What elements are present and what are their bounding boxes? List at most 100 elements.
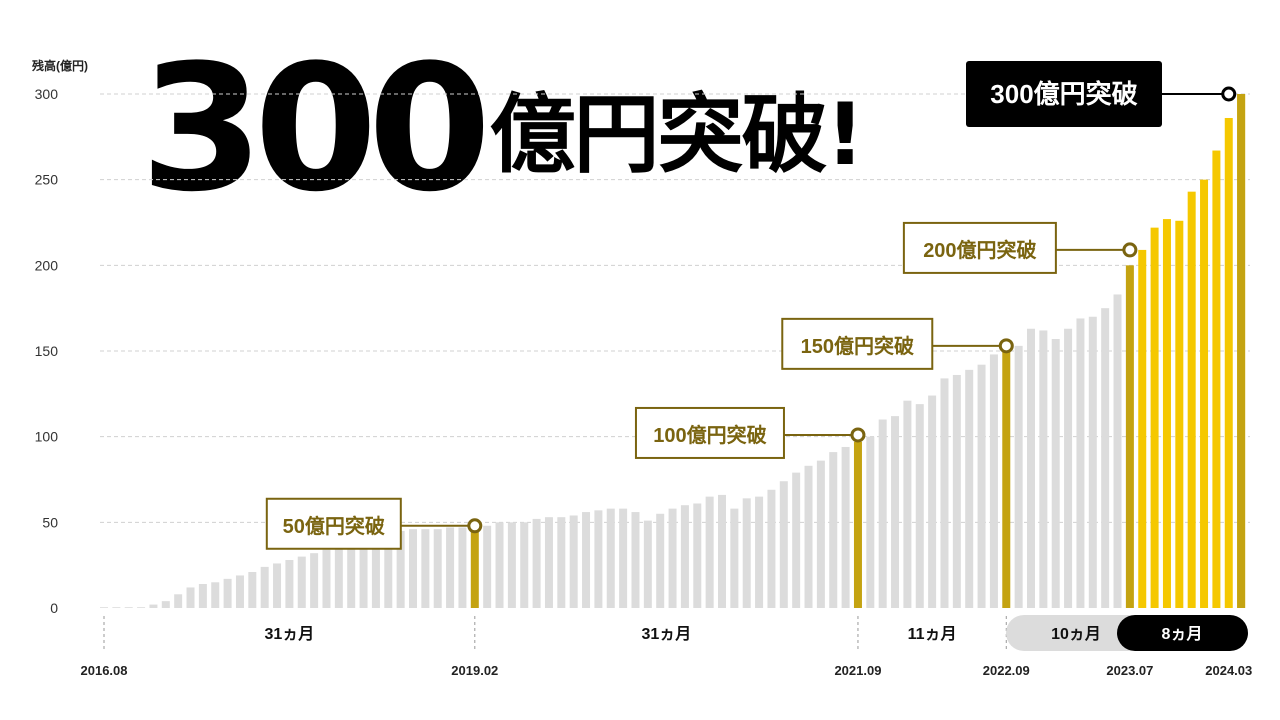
bar [829, 452, 838, 608]
bar [755, 496, 764, 608]
milestone-marker [467, 518, 483, 534]
bar [507, 522, 516, 608]
date-label: 2022.09 [983, 663, 1030, 678]
bar [619, 508, 628, 608]
date-label: 2016.08 [81, 663, 128, 678]
bar [643, 520, 652, 608]
y-tick-50: 50 [42, 514, 58, 530]
bar [680, 505, 689, 608]
bar [656, 513, 665, 608]
bar [260, 566, 269, 608]
headline-number: 300 [140, 27, 492, 230]
interval-label: 11ヵ月 [908, 625, 957, 643]
bar [767, 489, 776, 608]
callout-label: 150億円突破 [801, 334, 914, 358]
bar [186, 587, 195, 608]
bar [532, 518, 541, 608]
milestone-marker [850, 427, 866, 443]
interval-pill-gray [1006, 615, 1146, 651]
bar [1125, 265, 1134, 608]
y-tick-100: 100 [35, 429, 59, 445]
date-label: 2023.07 [1106, 663, 1153, 678]
bar [915, 404, 924, 608]
bar [223, 578, 232, 608]
bar [742, 498, 751, 608]
bar [433, 529, 442, 608]
bar [310, 553, 319, 608]
interval-label: 31ヵ月 [641, 625, 691, 643]
interval-label: 31ヵ月 [264, 625, 314, 643]
bar [235, 575, 244, 608]
bar [359, 539, 368, 608]
callout-label: 100億円突破 [653, 423, 766, 447]
bar [631, 512, 640, 608]
bar [174, 594, 183, 608]
headline: 300億円突破! [140, 27, 865, 230]
headline-text: 億円突破! [489, 85, 865, 185]
bar [347, 542, 356, 608]
callout-box [634, 406, 785, 459]
bar [705, 496, 714, 608]
bar [161, 601, 170, 608]
y-tick-150: 150 [35, 343, 59, 359]
bar [371, 536, 380, 608]
callout-box [781, 317, 934, 370]
bar [520, 522, 529, 608]
bar-final [1237, 94, 1246, 608]
bar [1027, 328, 1035, 608]
bar [557, 517, 566, 608]
bar [1014, 345, 1023, 608]
callout-box [902, 221, 1057, 274]
bar [1051, 339, 1060, 608]
bar [495, 522, 504, 608]
y-axis-label: 残高(億円) [32, 58, 88, 73]
bar [1076, 318, 1085, 608]
bar [816, 460, 825, 608]
bar [285, 560, 294, 608]
bar [1113, 294, 1122, 608]
bar [198, 584, 207, 608]
bar [989, 354, 998, 608]
bar [1200, 179, 1209, 608]
bar [149, 604, 158, 608]
y-tick-0: 0 [50, 600, 58, 616]
interval-pill-black [1117, 615, 1248, 651]
bar [322, 549, 331, 608]
date-label: 2024.03 [1205, 663, 1252, 678]
bar [396, 530, 405, 608]
bar [730, 508, 739, 608]
callout-label: 300億円突破 [990, 79, 1137, 109]
bar [1039, 330, 1048, 608]
bar [334, 546, 343, 608]
bar [483, 525, 492, 608]
bar [458, 527, 467, 608]
bar [606, 508, 615, 608]
callout-box-filled [966, 61, 1162, 127]
bar [977, 364, 986, 608]
bar [273, 563, 282, 608]
bar [248, 572, 257, 608]
bar [100, 607, 108, 608]
date-label: 2019.02 [451, 663, 498, 678]
bar [779, 481, 788, 608]
bar [1150, 227, 1159, 608]
milestone-marker [1221, 86, 1237, 102]
bar [792, 472, 801, 608]
bar [1175, 220, 1184, 608]
bar [841, 446, 850, 608]
bar [409, 529, 417, 608]
bar [668, 508, 677, 608]
milestone-marker [1122, 242, 1138, 258]
callout-label: 50億円突破 [283, 514, 385, 538]
bar [1138, 249, 1147, 608]
bar [952, 374, 961, 608]
callout-box [265, 497, 402, 550]
bar [594, 510, 603, 608]
bar [297, 556, 306, 608]
bar [804, 465, 813, 608]
bar [878, 419, 887, 608]
bar [1187, 191, 1196, 608]
y-tick-200: 200 [35, 257, 59, 273]
bar [544, 517, 553, 608]
bar [1162, 219, 1171, 608]
